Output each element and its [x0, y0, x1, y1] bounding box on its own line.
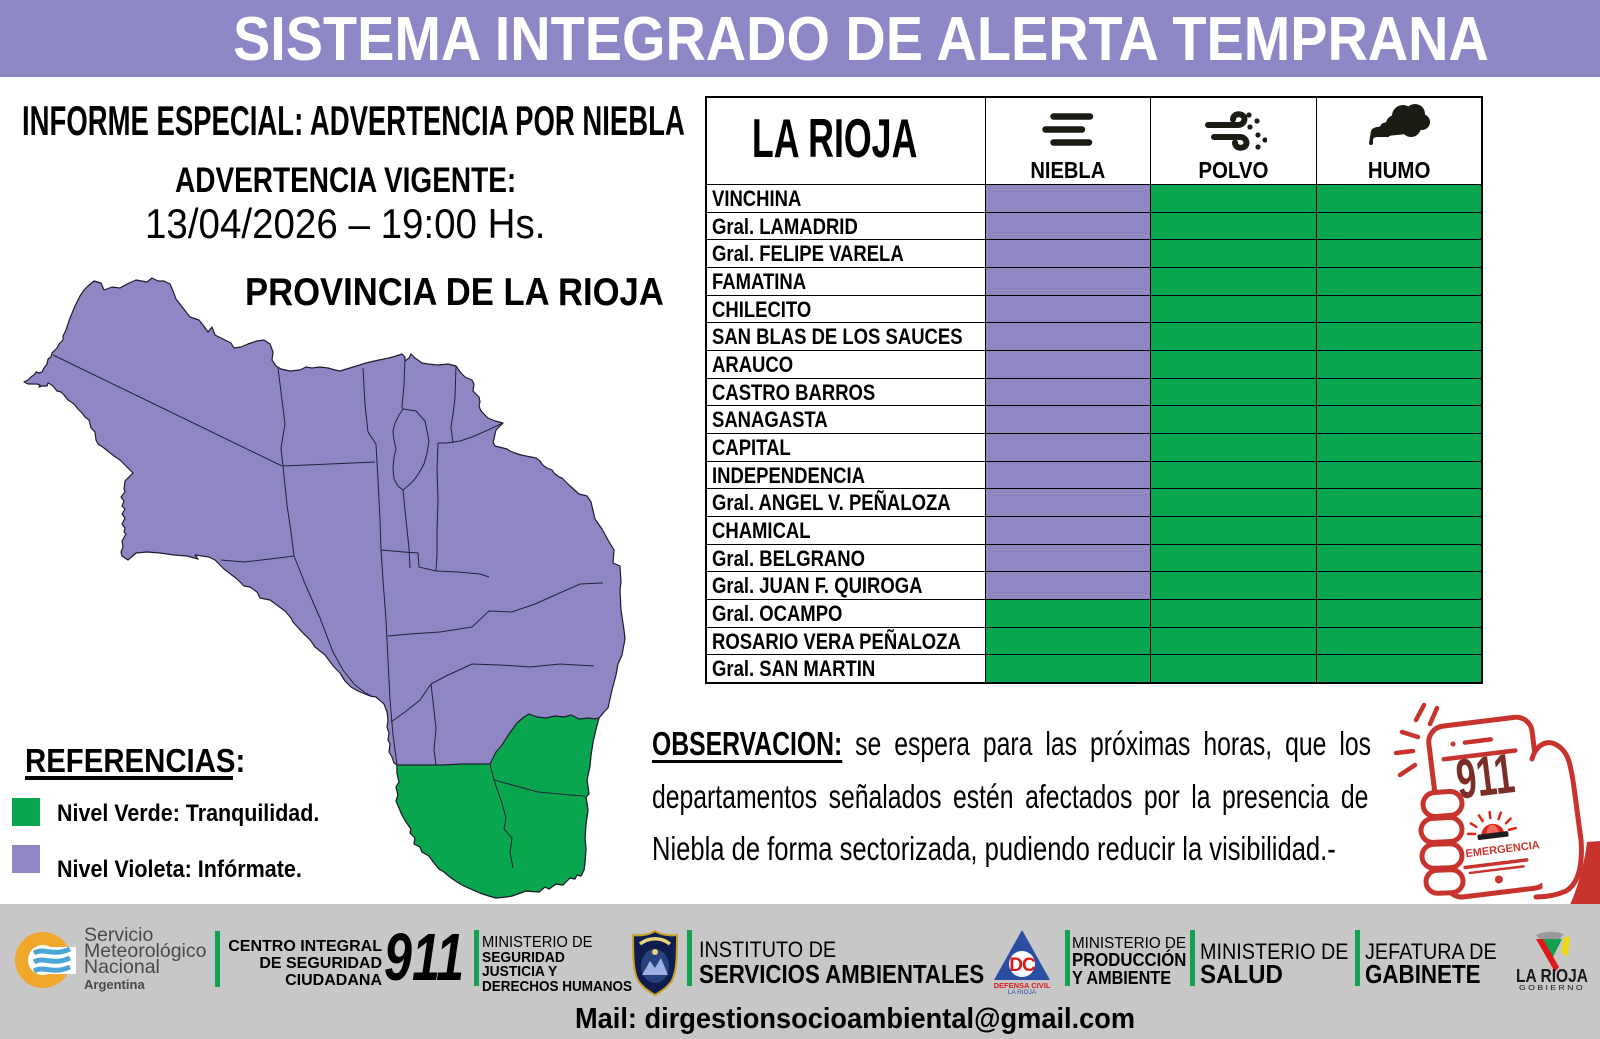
svg-text:DC: DC	[1009, 955, 1036, 976]
svg-text:GOBIERNO: GOBIERNO	[1519, 983, 1585, 990]
svg-text:LA RIOJA: LA RIOJA	[1516, 966, 1588, 986]
svg-text:DEFENSA CIVIL: DEFENSA CIVIL	[994, 981, 1051, 990]
svg-text:LA RIOJA: LA RIOJA	[1008, 989, 1037, 994]
